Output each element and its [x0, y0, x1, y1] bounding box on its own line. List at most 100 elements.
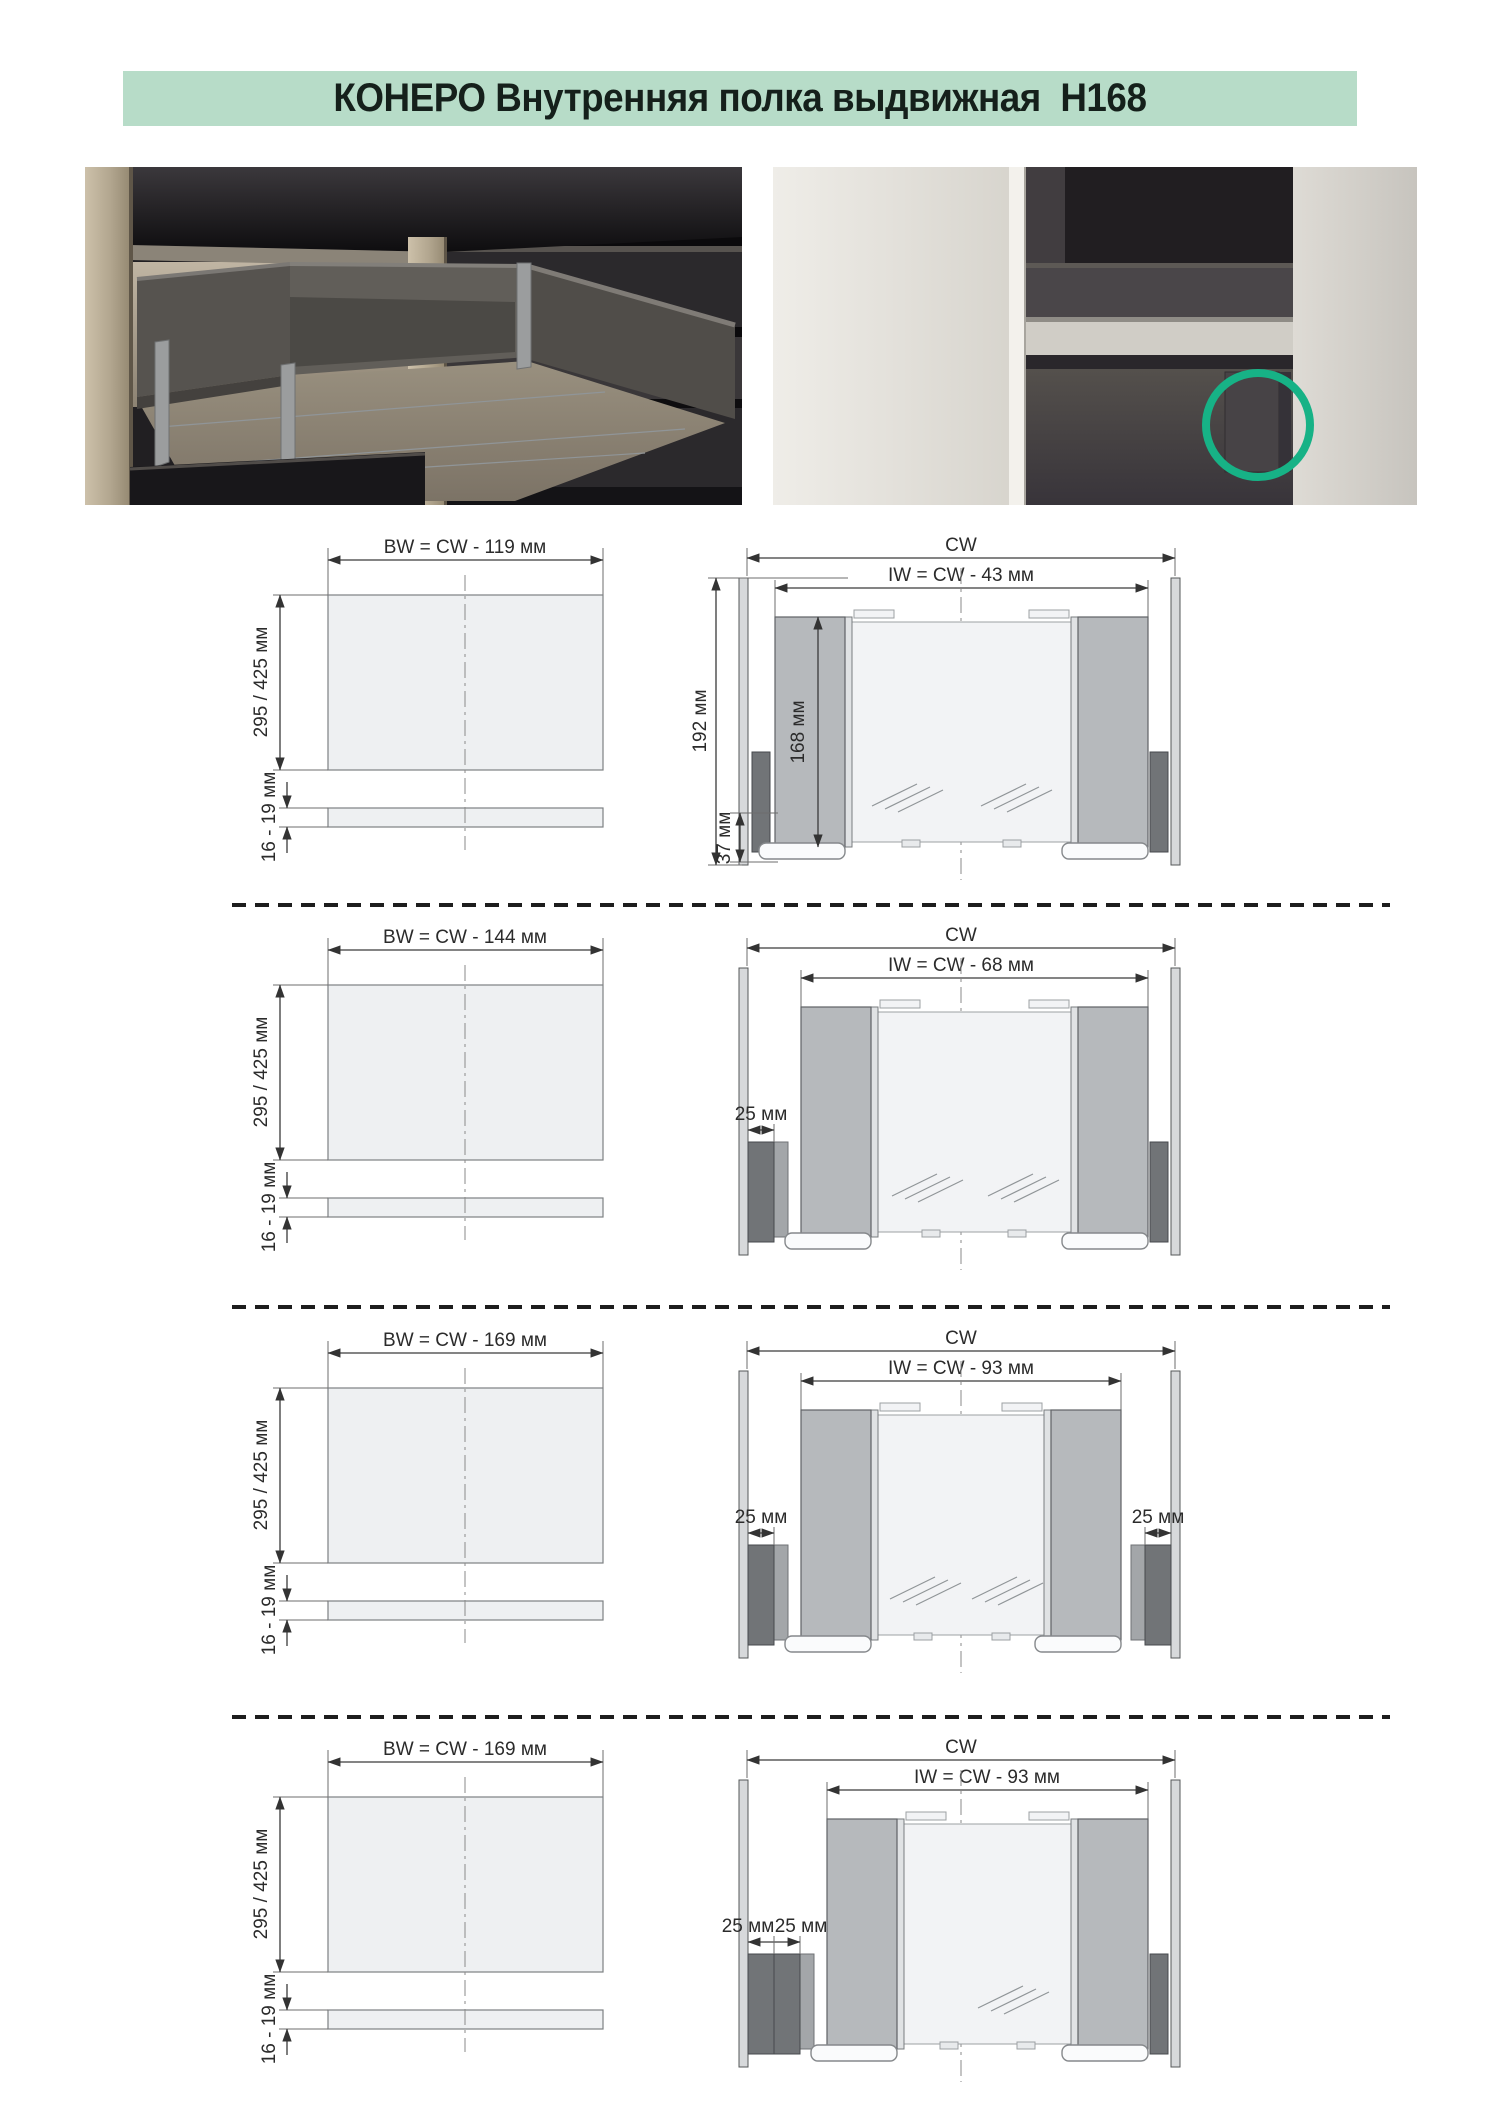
bottom-bracket-left — [784, 1232, 872, 1250]
front-cw-dim-label: CW — [945, 1737, 977, 1758]
glass-tab — [901, 839, 921, 848]
bottom-bracket-left — [758, 842, 846, 860]
shelf-plan-rect — [327, 984, 604, 1161]
drawing-row-3: BW = CW - 169 мм 295 / 425 мм 16 - 19 мм… — [0, 1328, 1500, 1689]
plan-view-drawing: BW = CW - 169 мм 295 / 425 мм 16 - 19 мм — [251, 1739, 604, 2065]
plan-thickness-dim-label: 16 - 19 мм — [259, 772, 280, 863]
rail-left — [896, 1818, 905, 2050]
cabinet-wall-right — [1170, 577, 1181, 866]
glass-back-panel — [903, 1823, 1072, 2045]
plan-depth-dim-label: 295 / 425 мм — [251, 1017, 272, 1128]
rail-left — [870, 1409, 879, 1641]
cabinet-wall-right — [1170, 967, 1181, 1256]
drawer-upper — [1025, 167, 1293, 317]
spacer-block-secondary — [773, 1141, 789, 1238]
rail-right — [1070, 616, 1079, 848]
front-view-drawing: CW IW = CW - 93 мм — [722, 1737, 1181, 2082]
plan-width-dim-label: BW = CW - 169 мм — [383, 1739, 547, 1760]
hook — [853, 609, 895, 619]
shelf-gap — [1025, 317, 1293, 355]
plan-depth-dim-label: 295 / 425 мм — [251, 627, 272, 738]
cabinet-wall-left — [738, 1779, 749, 2068]
runner-block-right — [1149, 1141, 1169, 1243]
spacer-dim-label-left-first: 25 мм — [722, 1916, 775, 1937]
plan-depth-dim-label: 295 / 425 мм — [251, 1420, 272, 1531]
drawer-side-panel-right — [1077, 616, 1149, 848]
plan-width-dim-label: BW = CW - 144 мм — [383, 927, 547, 948]
spacer-block-secondary — [773, 1544, 789, 1641]
glass-tab — [991, 1632, 1011, 1641]
glass-hatch — [889, 1576, 1044, 1606]
glass-tab — [921, 1229, 941, 1238]
runner-block-right — [1149, 1953, 1169, 2055]
drawer-side-panel-left — [800, 1006, 872, 1238]
spacer-block-left-first — [747, 1953, 775, 2055]
glass-tab — [1007, 1229, 1027, 1238]
glass-back-panel — [877, 1011, 1072, 1233]
runner-block-right — [1149, 751, 1169, 853]
spacer-dim-label-left: 25 мм — [735, 1507, 788, 1528]
shelf-corner-post — [280, 362, 296, 471]
plan-view-drawing: BW = CW - 169 мм 295 / 425 мм 16 - 19 мм — [251, 1330, 604, 1655]
product-photo-pullout-shelf — [85, 167, 742, 505]
drawer-side-panel-right — [1050, 1409, 1122, 1641]
spacer-dim-label-right: 25 мм — [1132, 1507, 1185, 1528]
glass-tab — [1016, 2041, 1036, 2050]
plan-width-dim-label: BW = CW - 119 мм — [384, 537, 547, 558]
hook — [1028, 1811, 1070, 1821]
bottom-bracket-right — [1061, 842, 1149, 860]
shelf-corner-post — [516, 262, 532, 370]
plan-thickness-dim-label: 16 - 19 мм — [259, 1162, 280, 1253]
background-wall — [1293, 167, 1417, 505]
hook — [1001, 1402, 1043, 1412]
spacer-block-right — [1144, 1544, 1172, 1646]
spacer-dim-label-left-second: 25 мм — [775, 1916, 828, 1937]
drawer-side-panel-left — [774, 616, 846, 848]
drawing-row-2: BW = CW - 144 мм 295 / 425 мм 16 - 19 мм… — [0, 925, 1500, 1286]
drawing-row-4: BW = CW - 169 мм 295 / 425 мм 16 - 19 мм… — [0, 1737, 1500, 2098]
page-title: КОНЕРО Внутренняя полка выдвижная Н168 — [333, 76, 1147, 120]
background-drawer-top — [130, 167, 742, 267]
bottom-bracket-right — [1061, 1232, 1149, 1250]
plan-width-dim-label: BW = CW - 169 мм — [383, 1330, 547, 1351]
front-cw-dim-label: CW — [945, 1328, 977, 1349]
spacer-block-secondary — [799, 1953, 815, 2050]
bottom-bracket-right — [1034, 1635, 1122, 1653]
runner-block-left — [751, 751, 771, 853]
separator-line — [232, 903, 1390, 907]
plan-depth-dim-label: 295 / 425 мм — [251, 1829, 272, 1940]
front-view-drawing: CW IW = CW - 43 мм — [690, 535, 1181, 880]
cabinet-wall-left — [738, 967, 749, 1256]
front-side-height-dim-label: 168 мм — [788, 700, 809, 763]
glass-hatch — [891, 1173, 1060, 1203]
highlight-circle — [1202, 369, 1314, 481]
cabinet-wall-right — [1170, 1779, 1181, 2068]
hook — [905, 1811, 947, 1821]
cabinet-wall-right — [1170, 1370, 1181, 1659]
glass-tab — [1002, 839, 1022, 848]
plan-view-drawing: BW = CW - 119 мм 295 / 425 мм 16 - 19 мм — [251, 537, 604, 863]
hook — [879, 1402, 921, 1412]
spacer-block-left — [747, 1141, 775, 1243]
hook — [1028, 609, 1070, 619]
spacer-block-secondary — [1130, 1544, 1146, 1641]
cabinet-gable — [773, 167, 1026, 505]
shelf-plan-rect — [327, 1796, 604, 1973]
rail-left — [870, 1006, 879, 1238]
header-bar: КОНЕРО Внутренняя полка выдвижная Н168 — [123, 71, 1357, 126]
plan-view-drawing: BW = CW - 144 мм 295 / 425 мм 16 - 19 мм — [251, 927, 604, 1253]
separator-line — [232, 1715, 1390, 1719]
cabinet-wall-left — [738, 1370, 749, 1659]
hook — [879, 999, 921, 1009]
bottom-bracket-right — [1061, 2044, 1149, 2062]
front-height-dim-label: 192 мм — [690, 689, 711, 752]
bottom-bracket-left — [810, 2044, 898, 2062]
background-drawer-bottom — [129, 452, 426, 505]
drawer-side-panel-left — [826, 1818, 898, 2050]
bracket-detail — [1224, 371, 1291, 473]
drawing-row-1: BW = CW - 119 мм 295 / 425 мм 16 - 19 мм… — [0, 535, 1500, 896]
plan-thickness-dim-label: 16 - 19 мм — [259, 1974, 280, 2065]
rail-right — [1043, 1409, 1052, 1641]
front-cw-dim-label: CW — [945, 925, 977, 946]
glass-tab — [913, 1632, 933, 1641]
